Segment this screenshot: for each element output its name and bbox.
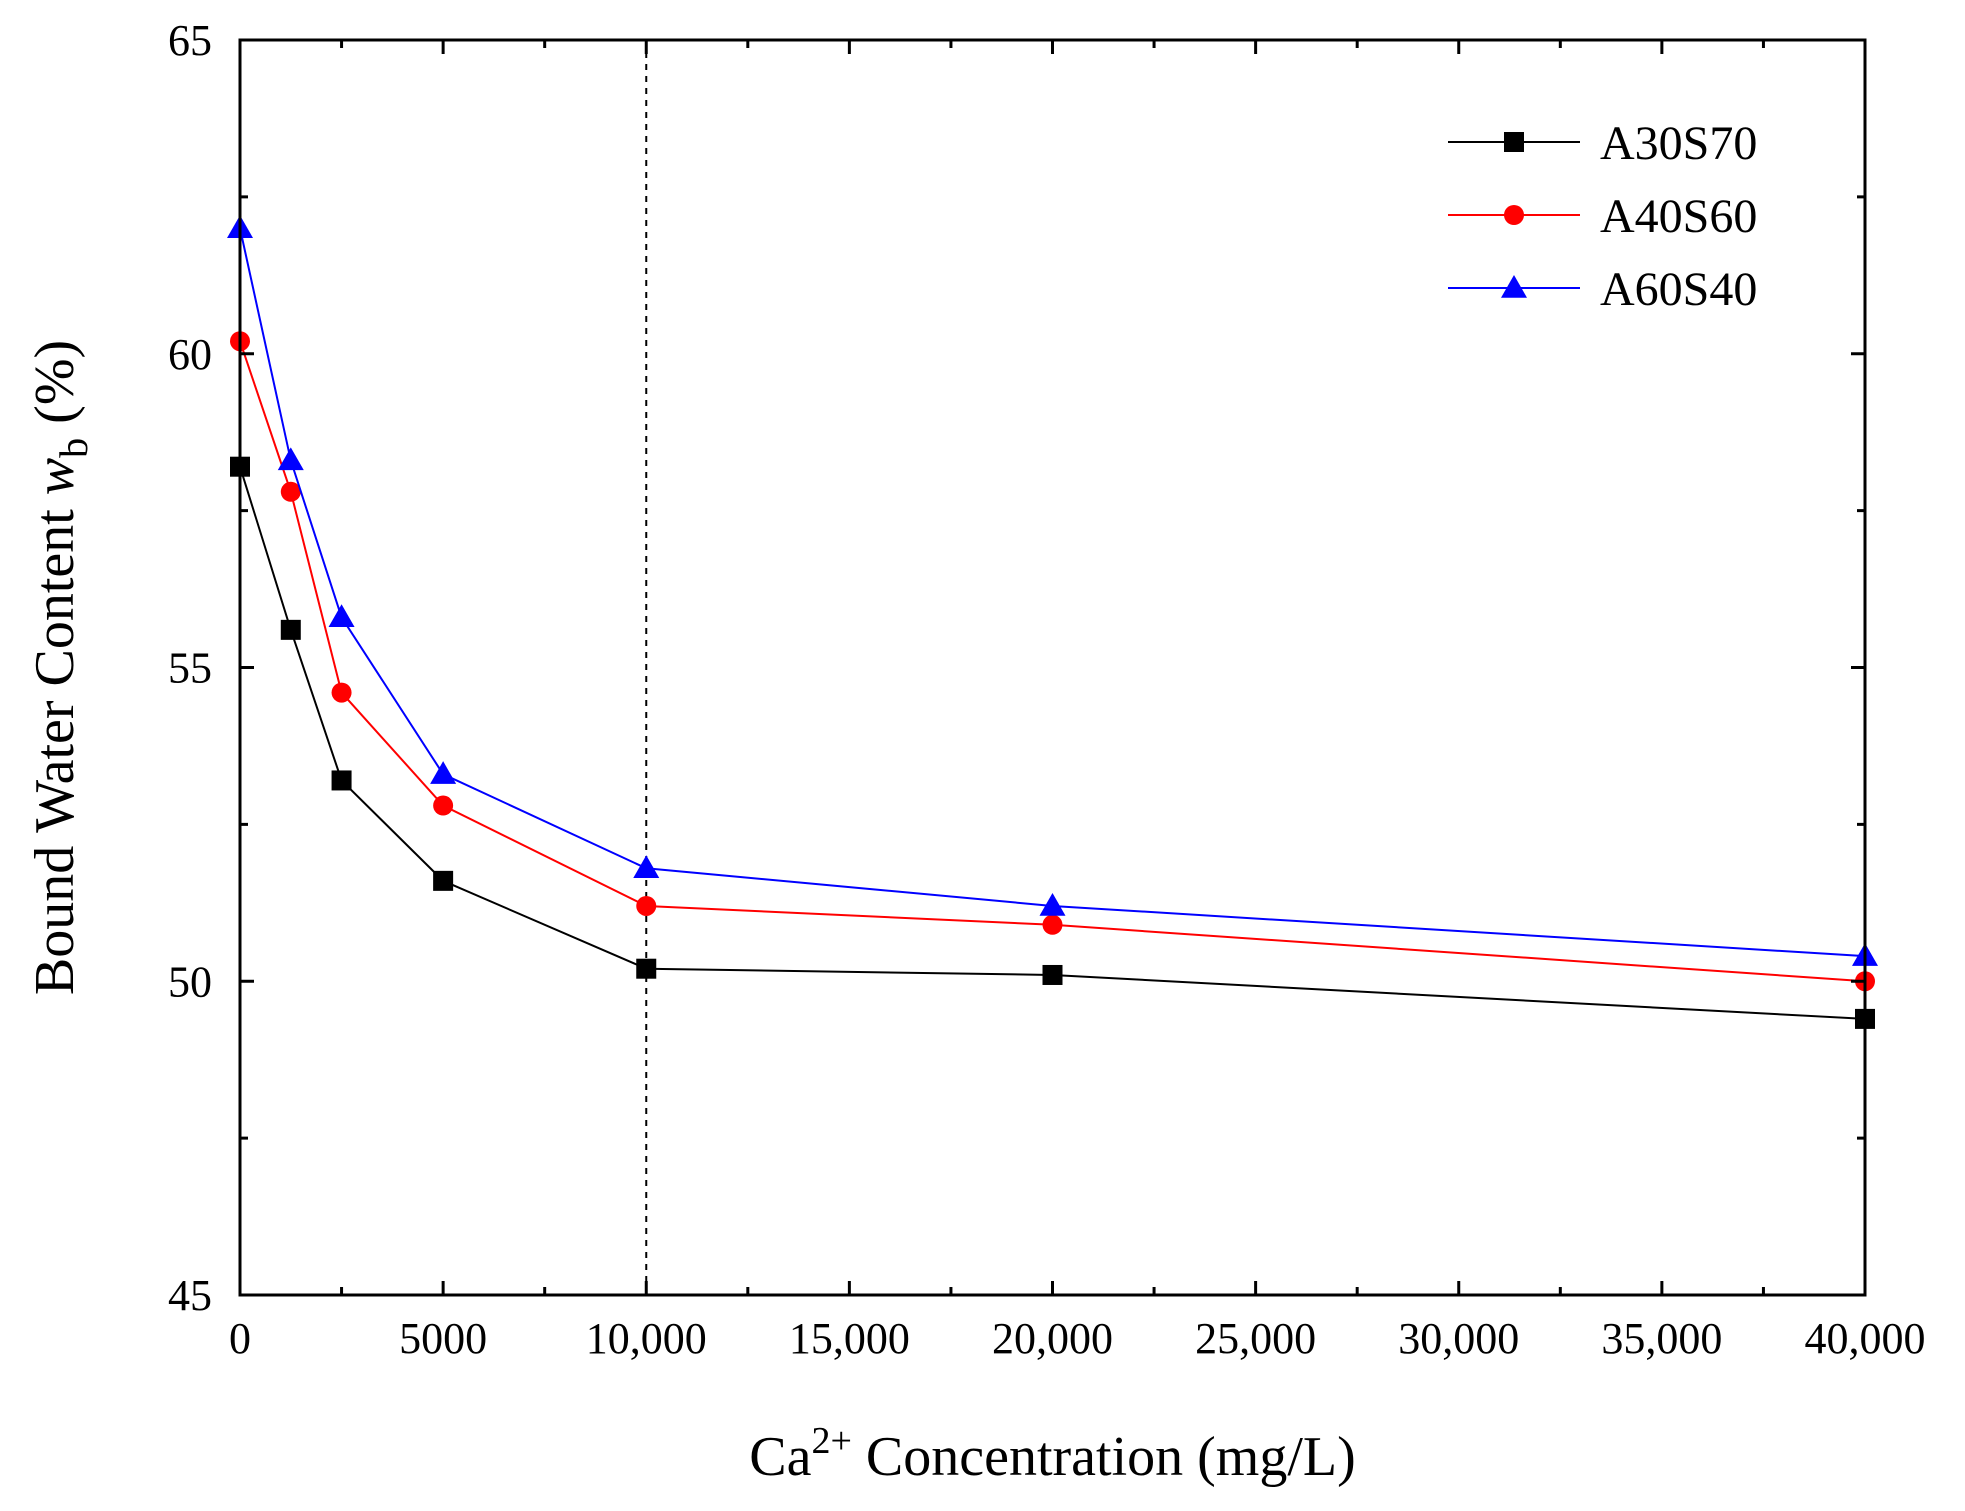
- y-axis-title-subscript: b: [51, 438, 96, 458]
- y-tick-label: 55: [168, 644, 212, 693]
- x-tick-label: 0: [229, 1314, 251, 1363]
- legend-item-A30S70: A30S70: [1448, 117, 1757, 170]
- data-point-A40S60: [1042, 914, 1063, 935]
- legend: A30S70 A40S60 A60S40: [1448, 117, 1757, 316]
- y-tick-label: 50: [168, 957, 212, 1006]
- x-tick-label: 20,000: [992, 1314, 1113, 1363]
- data-point-A30S70: [636, 958, 657, 979]
- x-tick-label: 40,000: [1805, 1314, 1926, 1363]
- x-axis-title-prefix: Ca: [749, 1426, 811, 1488]
- legend-label: A40S60: [1600, 190, 1757, 243]
- data-point-A30S70: [433, 870, 454, 891]
- data-point-A30S70: [1042, 964, 1063, 985]
- data-point-A60S40: [633, 855, 660, 879]
- data-point-A30S70: [280, 619, 301, 640]
- y-tick-label: 60: [168, 330, 212, 379]
- legend-marker: [1501, 275, 1527, 298]
- y-tick-label: 45: [168, 1271, 212, 1320]
- data-point-A40S60: [636, 895, 657, 916]
- legend-marker: [1504, 205, 1524, 225]
- x-axis-title: Ca2+ Concentration (mg/L): [749, 1420, 1356, 1488]
- axis-ticks: [238, 38, 1867, 1297]
- x-axis-title-suffix: Concentration (mg/L): [852, 1426, 1356, 1488]
- legend-item-A40S60: A40S60: [1448, 190, 1757, 243]
- y-axis-title-prefix: Bound Water Content: [24, 495, 86, 995]
- legend-label: A60S40: [1600, 263, 1757, 316]
- x-tick-label: 30,000: [1398, 1314, 1519, 1363]
- data-point-A40S60: [433, 795, 454, 816]
- x-tick-label: 5000: [399, 1314, 487, 1363]
- legend-marker: [1504, 132, 1524, 152]
- series-A40S60: [230, 331, 1875, 992]
- y-axis-title-suffix: (%): [24, 340, 86, 438]
- x-tick-label: 25,000: [1195, 1314, 1316, 1363]
- x-tick-label: 15,000: [789, 1314, 910, 1363]
- y-axis-title-var: w: [24, 458, 86, 495]
- data-point-A60S40: [328, 604, 355, 628]
- x-tick-label: 10,000: [586, 1314, 707, 1363]
- data-point-A60S40: [277, 447, 304, 471]
- data-point-A40S60: [331, 682, 352, 703]
- axis-tick-labels: 0 5000 10,000 15,000 20,000 25,000 30,000 35,00…: [168, 16, 1926, 1363]
- y-tick-label: 65: [168, 16, 212, 65]
- data-point-A60S40: [1039, 892, 1066, 916]
- x-tick-label: 35,000: [1601, 1314, 1722, 1363]
- legend-label: A30S70: [1600, 117, 1757, 170]
- y-axis-title: Bound Water Content wb (%): [24, 340, 96, 995]
- x-axis-title-superscript: 2+: [811, 1420, 851, 1462]
- data-point-A60S40: [430, 761, 457, 784]
- data-point-A40S60: [280, 481, 301, 502]
- data-point-A30S70: [331, 770, 352, 791]
- legend-item-A60S40: A60S40: [1448, 263, 1757, 316]
